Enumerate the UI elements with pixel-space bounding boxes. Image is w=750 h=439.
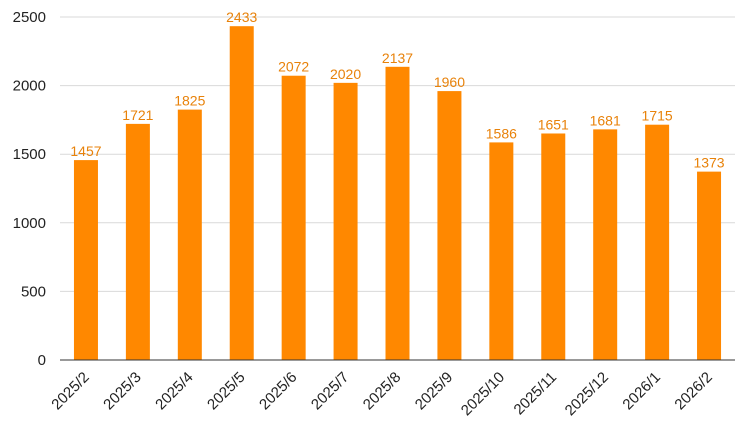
bar: [489, 142, 514, 360]
x-tick-label: 2026/2: [671, 369, 715, 413]
bar: [645, 124, 670, 361]
bar: [333, 82, 358, 360]
bar-value-label: 1960: [434, 74, 465, 90]
x-tick-label: 2025/11: [511, 369, 561, 419]
x-tick-label: 2025/3: [100, 369, 144, 413]
bar-value-label: 1373: [693, 155, 724, 171]
bar: [385, 66, 410, 361]
y-tick-label: 2500: [13, 9, 46, 26]
bar: [697, 171, 722, 360]
bar-value-label: 1586: [486, 125, 517, 141]
x-tick-label: 2026/1: [619, 369, 663, 413]
bar: [593, 129, 618, 360]
bar: [73, 160, 98, 360]
y-tick-label: 1500: [13, 146, 46, 163]
x-tick-label: 2025/10: [458, 369, 508, 419]
x-tick-label: 2025/4: [152, 369, 196, 413]
bar-value-label: 2433: [226, 9, 257, 25]
bar-value-label: 1457: [70, 143, 101, 159]
x-tick-label: 2025/2: [48, 369, 92, 413]
bar-value-label: 2137: [382, 50, 413, 66]
y-tick-label: 1000: [13, 215, 46, 232]
bars: [73, 26, 722, 361]
bar-value-label: 2020: [330, 66, 361, 82]
bar: [229, 26, 254, 360]
bar-value-label: 1651: [538, 116, 569, 132]
x-tick-label: 2025/7: [308, 369, 352, 413]
data-labels: 1457 1721 1825 2433 2072 2020 2137 1960 1586 1651…: [70, 9, 724, 170]
bar-value-label: 1721: [122, 107, 153, 123]
y-tick-label: 500: [21, 283, 46, 300]
x-tick-label: 2025/8: [360, 369, 404, 413]
bar-value-label: 1681: [590, 112, 621, 128]
x-tick-label: 2025/6: [256, 369, 300, 413]
bar: [177, 109, 202, 360]
x-tick-label: 2025/5: [204, 369, 248, 413]
x-tick-label: 2025/9: [412, 369, 456, 413]
x-tick-label: 2025/12: [562, 369, 612, 419]
y-tick-label: 2000: [13, 78, 46, 95]
y-tick-label: 0: [38, 352, 46, 369]
bar: [281, 75, 306, 360]
bar: [541, 133, 566, 360]
bar: [437, 91, 462, 360]
bar-value-label: 1825: [174, 93, 205, 109]
bar-value-label: 2072: [278, 59, 309, 75]
bar-value-label: 1715: [642, 108, 673, 124]
bar: [125, 123, 150, 360]
